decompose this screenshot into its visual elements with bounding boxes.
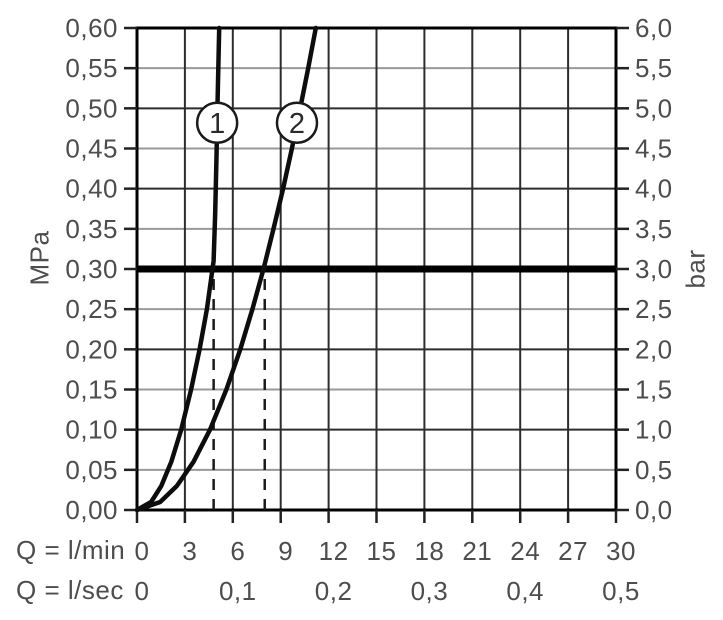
x-lsec-tick-label: 0,5 xyxy=(602,576,640,606)
x-lsec-tick-label: 0 xyxy=(135,576,150,606)
curve-label-text: 1 xyxy=(209,108,225,140)
y-right-tick-label: 4,0 xyxy=(635,174,673,204)
x-lmin-tick-label: 21 xyxy=(462,536,492,566)
y-right-tick-label: 3,0 xyxy=(635,254,673,284)
y-left-tick-label: 0,60 xyxy=(65,13,118,43)
y-right-tick-label: 3,5 xyxy=(635,214,673,244)
x-lmin-tick-label: 12 xyxy=(319,536,349,566)
x-lmin-tick-label: 30 xyxy=(606,536,636,566)
y-left-tick-label: 0,20 xyxy=(65,334,118,364)
y-left-tick-label: 0,40 xyxy=(65,174,118,204)
x-lsec-tick-label: 0,2 xyxy=(315,576,353,606)
y-left-tick-label: 0,00 xyxy=(65,495,118,525)
y-right-tick-label: 5,5 xyxy=(635,53,673,83)
y-left-tick-label: 0,10 xyxy=(65,415,118,445)
x-lmin-tick-label: 27 xyxy=(558,536,588,566)
x-axis-lsec-title: Q = l/sec xyxy=(16,574,124,605)
dashed-guide-lines xyxy=(212,269,266,510)
y-left-tick-label: 0,30 xyxy=(65,254,118,284)
x-lmin-tick-label: 15 xyxy=(367,536,397,566)
y-right-tick-label: 0,0 xyxy=(635,495,673,525)
axis-ticks xyxy=(124,26,629,523)
y-axis-left-title: MPa xyxy=(24,230,55,286)
x-lmin-tick-label: 0 xyxy=(135,536,150,566)
x-lmin-tick-label: 3 xyxy=(182,536,197,566)
y-left-tick-label: 0,50 xyxy=(65,93,118,123)
y-right-tick-label: 2,0 xyxy=(635,334,673,364)
x-lmin-tick-label: 18 xyxy=(414,536,444,566)
y-right-tick-label: 2,5 xyxy=(635,294,673,324)
y-left-tick-label: 0,55 xyxy=(65,53,118,83)
curve-1 xyxy=(134,25,222,513)
curve-label-circle-2: 2 xyxy=(275,101,319,145)
x-lmin-tick-label: 6 xyxy=(230,536,245,566)
y-axis-right-title: bar xyxy=(680,249,711,289)
y-right-tick-label: 4,5 xyxy=(635,134,673,164)
y-left-tick-label: 0,35 xyxy=(65,214,118,244)
x-lsec-tick-label: 0,3 xyxy=(411,576,449,606)
x-lsec-tick-label: 0,4 xyxy=(506,576,544,606)
y-right-tick-label: 1,5 xyxy=(635,375,673,405)
curve-label-text: 2 xyxy=(289,108,305,140)
y-left-tick-label: 0,15 xyxy=(65,375,118,405)
x-axis-lmin-title: Q = l/min xyxy=(16,534,126,565)
x-lmin-tick-label: 24 xyxy=(510,536,540,566)
y-right-tick-label: 6,0 xyxy=(635,13,673,43)
x-lsec-tick-label: 0,1 xyxy=(219,576,257,606)
y-left-tick-label: 0,25 xyxy=(65,294,118,324)
y-left-tick-label: 0,05 xyxy=(65,455,118,485)
y-right-tick-label: 5,0 xyxy=(635,93,673,123)
curve-label-circle-1: 1 xyxy=(195,101,239,145)
y-right-tick-label: 1,0 xyxy=(635,415,673,445)
y-left-tick-label: 0,45 xyxy=(65,134,118,164)
y-right-tick-label: 0,5 xyxy=(635,455,673,485)
x-lmin-tick-label: 9 xyxy=(278,536,293,566)
